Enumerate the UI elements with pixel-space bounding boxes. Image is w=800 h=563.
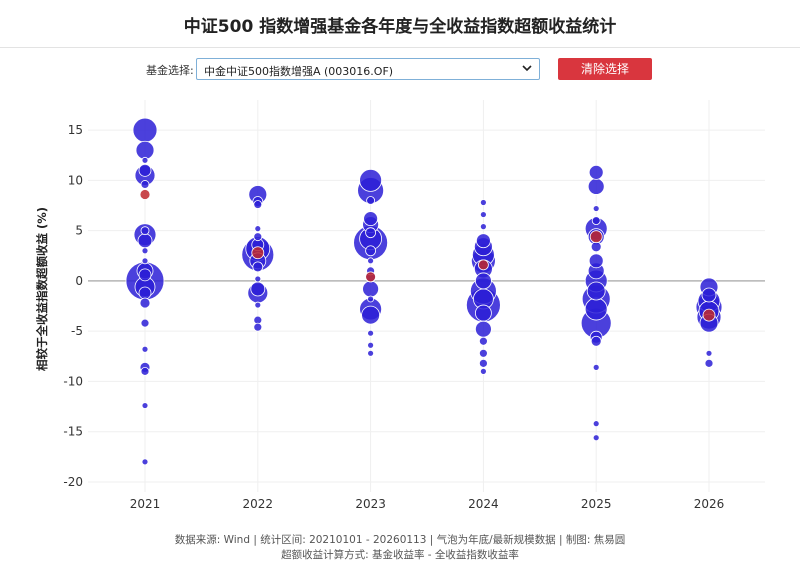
bubble-point xyxy=(367,349,375,357)
bubble-point xyxy=(254,225,262,233)
y-tick-label: -20 xyxy=(63,475,83,489)
bubble-point xyxy=(367,329,375,337)
bubble-point xyxy=(253,200,263,209)
x-tick-label: 2023 xyxy=(355,497,386,511)
bubble-point xyxy=(590,241,602,253)
bubble-point xyxy=(254,275,262,283)
bubble-point xyxy=(478,358,488,368)
bubble-point xyxy=(362,280,380,298)
bubble-point xyxy=(141,257,149,265)
bubble-point xyxy=(478,348,488,358)
bubble-point xyxy=(140,318,150,328)
y-tick-label: 10 xyxy=(68,173,83,187)
bubble-point xyxy=(365,227,377,239)
y-tick-label: -5 xyxy=(71,324,83,338)
bubble-point xyxy=(253,232,263,242)
footer-method: 超额收益计算方式: 基金收益率 - 全收益指数收益率 xyxy=(281,549,519,561)
bubble-point xyxy=(141,402,149,409)
clear-selection-button[interactable]: 清除选择 xyxy=(558,58,652,80)
bubble-point xyxy=(705,349,713,357)
bubble-point xyxy=(701,287,717,303)
x-tick-label: 2021 xyxy=(130,497,161,511)
bubble-point xyxy=(474,304,492,322)
bubble-point xyxy=(367,257,375,265)
x-tick-label: 2024 xyxy=(468,497,499,511)
header-divider xyxy=(0,47,800,48)
x-tick-label: 2026 xyxy=(694,497,725,511)
bubble-point xyxy=(588,253,604,269)
bubble-point xyxy=(359,169,383,192)
highlighted-fund-bubble xyxy=(139,189,151,200)
footer-source: 数据来源: Wind | 统计区间: 20210101 - 20260113 |… xyxy=(174,534,626,546)
bubble-point xyxy=(586,281,606,301)
bubble-point xyxy=(367,295,375,303)
y-axis-label: 相较于全收益指数超额收益 (%) xyxy=(35,207,49,371)
bubble-point xyxy=(363,211,379,227)
bubble-point xyxy=(367,341,375,349)
highlighted-fund-bubble xyxy=(702,308,716,322)
bubble-point xyxy=(138,268,152,282)
bubble-point xyxy=(479,367,487,375)
bubble-point xyxy=(361,305,381,325)
bubble-point xyxy=(254,301,262,309)
fund-controls: 基金选择: 中金中证500指数增强A (003016.OF) 清除选择 xyxy=(0,58,800,82)
y-tick-label: -10 xyxy=(63,374,83,388)
bubble-point xyxy=(592,363,600,371)
bubble-point xyxy=(592,434,600,442)
bubble-point xyxy=(366,196,376,205)
bubble-point xyxy=(252,261,264,273)
highlighted-fund-bubble xyxy=(365,271,377,283)
y-tick-label: 15 xyxy=(68,123,83,137)
chart-title: 中证500 指数增强基金各年度与全收益指数超额收益统计 xyxy=(183,17,617,37)
y-tick-label: 5 xyxy=(75,224,83,238)
chevron-down-icon xyxy=(522,65,532,72)
bubble-point xyxy=(365,245,377,257)
highlighted-fund-bubble xyxy=(589,230,603,244)
bubble-point xyxy=(475,233,491,249)
bubble-point xyxy=(138,286,152,300)
bubble-point xyxy=(479,199,487,206)
bubble-point xyxy=(132,117,158,143)
y-tick-label: 0 xyxy=(75,274,83,288)
bubble-point xyxy=(135,140,155,160)
bubble-point xyxy=(141,345,149,353)
bubble-point xyxy=(592,420,600,428)
bubble-point xyxy=(138,163,152,177)
highlighted-fund-bubble xyxy=(251,246,265,260)
bubble-point xyxy=(479,223,487,231)
bubble-point xyxy=(584,297,608,321)
bubble-point xyxy=(250,281,266,297)
bubble-point xyxy=(253,322,263,332)
fund-select-value: 中金中证500指数增强A (003016.OF) xyxy=(204,65,394,78)
fund-select[interactable]: 中金中证500指数增强A (003016.OF) xyxy=(196,58,540,80)
x-tick-label: 2025 xyxy=(581,497,612,511)
bubble-point xyxy=(141,247,149,255)
bubble-point xyxy=(588,164,604,180)
bubble-point xyxy=(140,180,150,189)
x-tick-label: 2022 xyxy=(243,497,274,511)
bubble-layer xyxy=(125,117,723,466)
bubble-point xyxy=(140,226,150,236)
grid xyxy=(88,100,765,492)
bubble-point xyxy=(139,297,151,309)
bubble-point xyxy=(587,178,605,195)
bubble-point xyxy=(140,366,150,376)
highlighted-fund-bubble xyxy=(477,259,489,271)
bubble-point xyxy=(478,336,488,346)
bubble-point xyxy=(590,335,602,347)
bubble-point xyxy=(704,358,714,368)
bubble-point xyxy=(592,205,600,212)
bubble-point xyxy=(141,458,149,466)
bubble-point xyxy=(137,233,153,249)
bubble-point xyxy=(474,272,492,290)
fund-select-label: 基金选择: xyxy=(146,64,194,77)
bubble-point xyxy=(479,211,487,218)
axes: 15 10 5 0 -5 -10 -15 -20 2021 2022 2023 2024 2025 202… xyxy=(63,123,765,511)
y-tick-label: -15 xyxy=(63,425,83,439)
bubble-point xyxy=(474,320,492,338)
bubble-point xyxy=(141,156,149,164)
bubble-point xyxy=(591,216,601,226)
